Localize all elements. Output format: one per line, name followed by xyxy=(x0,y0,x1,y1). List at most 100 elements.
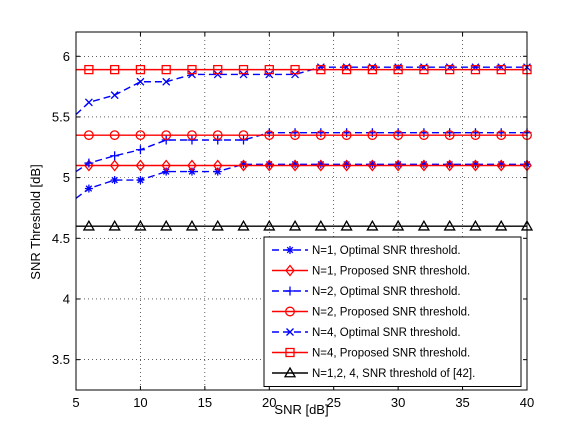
data-point xyxy=(444,159,455,172)
data-point xyxy=(109,159,120,172)
data-point xyxy=(109,130,120,141)
series-6 xyxy=(76,64,532,75)
legend-label: N=4, Proposed SNR threshold. xyxy=(312,348,470,360)
data-point xyxy=(136,77,145,86)
x-axis-label: SNR [dB] xyxy=(274,402,328,417)
data-point xyxy=(340,219,353,231)
y-axis-label: SNR Threshold [dB] xyxy=(28,164,43,279)
data-point xyxy=(393,130,404,141)
y-tick-label: 4.5 xyxy=(52,231,70,246)
data-point xyxy=(83,130,94,141)
data-point xyxy=(418,130,429,141)
legend-marker xyxy=(285,286,295,296)
x-tick-label: 30 xyxy=(391,395,405,410)
data-point xyxy=(160,219,173,231)
data-point xyxy=(135,130,146,141)
data-point xyxy=(470,130,481,141)
legend-label: N=4, Optimal SNR threshold. xyxy=(312,327,461,339)
x-tick-label: 10 xyxy=(133,395,147,410)
data-point xyxy=(213,70,222,79)
data-point xyxy=(366,219,379,231)
x-tick-label: 35 xyxy=(455,395,469,410)
series-7 xyxy=(76,219,534,231)
legend-label: N=2, Optimal SNR threshold. xyxy=(312,286,461,298)
legend-marker xyxy=(283,366,297,378)
y-tick-label: 6 xyxy=(63,49,70,64)
data-point xyxy=(187,159,197,172)
ticks: 5 10 15 20 25 30 35 40 3.5 4 4.5 5 5.5 6 xyxy=(52,32,534,410)
legend-entry: N=4, Proposed SNR threshold. xyxy=(272,348,470,360)
data-point xyxy=(135,159,146,172)
data-point xyxy=(135,64,146,75)
legend-marker xyxy=(286,328,294,336)
data-point xyxy=(238,159,249,172)
data-point xyxy=(162,167,171,176)
data-point xyxy=(110,151,120,161)
data-point xyxy=(161,159,172,172)
data-point xyxy=(187,130,197,141)
data-point xyxy=(470,64,481,75)
legend: N=1, Optimal SNR threshold. N=1, Proposed… xyxy=(263,236,522,387)
data-point xyxy=(84,159,94,172)
data-point xyxy=(213,64,223,75)
data-point xyxy=(444,130,455,141)
data-point xyxy=(264,64,274,75)
data-point xyxy=(238,64,249,75)
x-tick-label: 15 xyxy=(198,395,212,410)
data-point xyxy=(316,64,326,75)
data-point xyxy=(134,219,147,231)
legend-entry: N=2, Optimal SNR threshold. xyxy=(272,286,461,298)
legend-entry: N=2, Proposed SNR threshold. xyxy=(272,307,470,319)
data-point xyxy=(341,64,352,75)
x-tick-label: 40 xyxy=(520,395,534,410)
y-tick-label: 3.5 xyxy=(52,352,70,367)
data-point xyxy=(263,219,276,231)
data-point xyxy=(110,176,119,185)
legend-entry: N=1,2, 4, SNR threshold of [42]. xyxy=(272,366,475,380)
y-tick-label: 4 xyxy=(63,291,70,306)
series-4 xyxy=(76,130,532,141)
data-point xyxy=(393,159,403,172)
data-point xyxy=(82,219,96,231)
data-point xyxy=(496,159,507,172)
data-point xyxy=(290,64,300,75)
data-point xyxy=(239,70,248,79)
data-point xyxy=(314,219,327,231)
data-point xyxy=(288,219,302,231)
data-point xyxy=(341,130,352,141)
y-tick-label: 5 xyxy=(63,170,70,185)
legend-entry: N=1, Optimal SNR threshold. xyxy=(272,245,461,257)
data-point xyxy=(185,219,199,231)
data-point xyxy=(315,159,326,172)
legend-marker xyxy=(286,246,294,254)
data-point xyxy=(110,91,119,100)
data-point xyxy=(393,64,403,75)
data-point xyxy=(213,167,222,176)
data-point xyxy=(290,130,301,141)
data-point xyxy=(211,219,224,231)
series-2 xyxy=(76,159,532,172)
data-point xyxy=(469,219,482,231)
data-point xyxy=(84,64,94,75)
data-point xyxy=(84,98,93,107)
data-point xyxy=(237,219,250,231)
data-point xyxy=(161,130,172,141)
data-point xyxy=(187,167,196,176)
data-point xyxy=(187,64,197,75)
x-tick-label: 25 xyxy=(326,395,340,410)
data-point xyxy=(495,219,508,231)
data-point xyxy=(162,77,171,86)
data-point xyxy=(445,64,455,75)
data-point xyxy=(367,159,378,172)
data-point xyxy=(367,130,378,141)
data-point xyxy=(265,70,274,79)
data-point xyxy=(419,159,429,172)
data-point xyxy=(290,159,300,172)
data-point xyxy=(212,159,223,172)
data-point xyxy=(136,176,145,185)
legend-label: N=1,2, 4, SNR threshold of [42]. xyxy=(312,368,475,380)
data-point xyxy=(341,159,352,172)
legend-label: N=1, Optimal SNR threshold. xyxy=(312,245,461,257)
data-point xyxy=(188,70,196,79)
data-point xyxy=(212,130,223,141)
